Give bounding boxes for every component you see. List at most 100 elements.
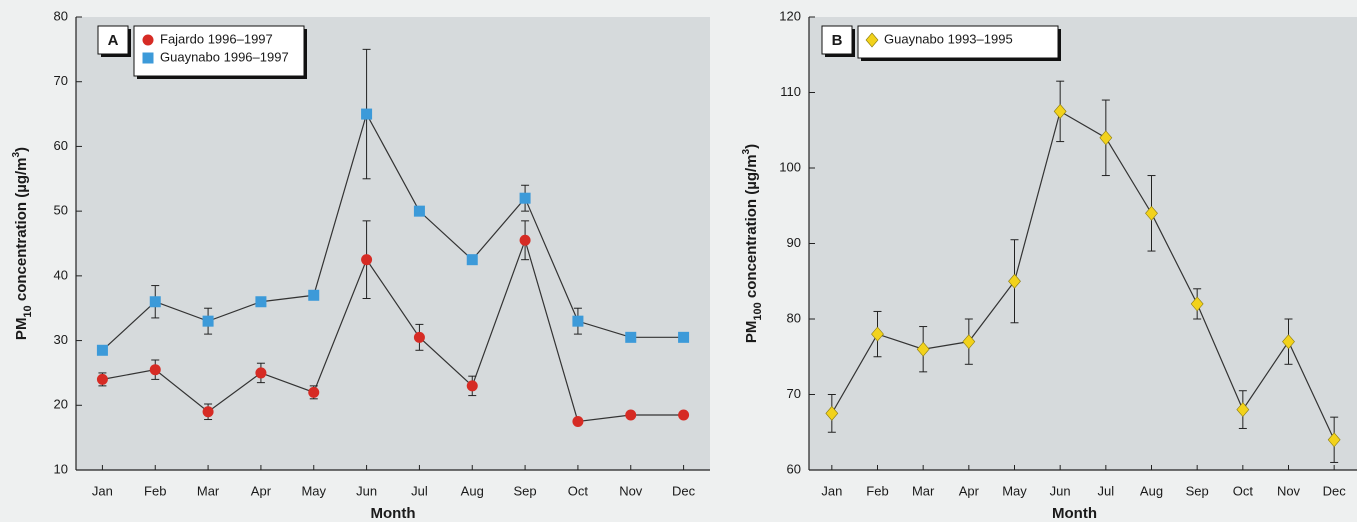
marker (1145, 205, 1158, 221)
marker (149, 364, 161, 376)
y-tick-label: 60 (787, 461, 801, 476)
marker (96, 344, 108, 356)
panel-label-box (821, 25, 853, 55)
marker (519, 234, 531, 246)
y-tick-label: 60 (54, 138, 68, 153)
x-tick-label: Dec (1323, 483, 1347, 498)
marker (1327, 432, 1341, 448)
y-axis-label-part: concentration (µg/m (743, 154, 760, 302)
y-tick-label: 120 (779, 8, 801, 23)
marker (308, 386, 320, 398)
marker (361, 108, 373, 120)
x-tick-label: Oct (1233, 483, 1254, 498)
y-tick-label: 40 (54, 267, 68, 282)
marker (202, 406, 214, 418)
marker (916, 341, 930, 357)
y-tick-label: 70 (787, 386, 801, 401)
x-tick-label: May (1002, 483, 1027, 498)
marker (466, 254, 478, 266)
marker (466, 380, 478, 392)
panel-label: B (832, 32, 843, 49)
y-axis-label-part: ) (13, 147, 30, 152)
x-tick-label: Nov (1277, 483, 1301, 498)
x-tick-label: Jul (1098, 483, 1115, 498)
x-tick-label: Jun (1050, 483, 1071, 498)
marker (625, 409, 637, 421)
y-tick-label: 90 (787, 235, 801, 250)
y-axis-label-part: PM (13, 318, 30, 341)
x-tick-label: Mar (912, 483, 935, 498)
x-tick-label: Aug (461, 483, 484, 498)
marker (572, 315, 584, 327)
marker (1236, 402, 1250, 418)
x-tick-label: Apr (251, 483, 272, 498)
plot-background (809, 17, 1357, 470)
panel-label-box (97, 25, 129, 55)
marker (255, 367, 267, 379)
x-tick-label: Oct (568, 483, 589, 498)
y-tick-label: 80 (54, 8, 68, 23)
x-axis-label: Month (371, 505, 416, 522)
y-tick-label: 70 (54, 73, 68, 88)
y-tick-label: 10 (54, 461, 68, 476)
x-axis-label: Month (1052, 505, 1097, 522)
x-tick-label: Jan (92, 483, 113, 498)
y-tick-label: 80 (787, 310, 801, 325)
series-line (102, 238, 684, 423)
y-tick-label: 20 (54, 397, 68, 412)
marker (202, 315, 214, 327)
legend-marker (142, 52, 154, 64)
marker (1190, 296, 1204, 312)
x-tick-label: Apr (959, 483, 980, 498)
legend-marker (865, 32, 879, 48)
marker (361, 254, 373, 266)
marker (678, 331, 690, 343)
y-axis-label-part: concentration (µg/m (13, 157, 30, 305)
marker (255, 296, 267, 308)
y-axis-label-part: 3 (11, 151, 22, 157)
marker (572, 415, 584, 427)
marker (625, 331, 637, 343)
marker (871, 326, 884, 342)
x-tick-label: Sep (514, 483, 537, 498)
marker (413, 205, 425, 217)
y-axis-label-part: PM (743, 321, 760, 344)
x-tick-label: Aug (1140, 483, 1163, 498)
legend-label: Guaynabo 1996–1997 (160, 49, 289, 64)
marker (1282, 334, 1295, 350)
marker (1099, 130, 1113, 146)
marker (962, 334, 976, 350)
y-axis-label-part: ) (743, 144, 760, 149)
marker (1053, 103, 1067, 119)
y-tick-label: 30 (54, 332, 68, 347)
y-tick-label: 100 (779, 159, 801, 174)
legend-marker (142, 34, 154, 46)
x-tick-label: Jul (411, 483, 428, 498)
marker (1008, 273, 1021, 289)
series-line (831, 110, 1335, 441)
y-tick-label: 50 (54, 203, 68, 218)
y-tick-label: 110 (780, 84, 801, 99)
x-tick-label: May (301, 483, 326, 498)
legend-box (857, 25, 1059, 59)
series-line (102, 112, 684, 351)
y-axis-label-part: 10 (22, 305, 34, 317)
plot-background (76, 17, 710, 470)
legend-box (133, 25, 305, 77)
x-tick-label: Feb (144, 483, 166, 498)
panel-label: A (108, 32, 119, 49)
legend-label: Guaynabo 1993–1995 (884, 31, 1013, 46)
marker (678, 409, 690, 421)
x-tick-label: Feb (866, 483, 888, 498)
x-tick-label: Sep (1186, 483, 1209, 498)
x-tick-label: Jan (821, 483, 842, 498)
x-tick-label: Dec (672, 483, 696, 498)
marker (825, 405, 839, 421)
y-axis-label: PM10 concentration (µg/m3) (11, 147, 34, 340)
marker (413, 331, 425, 343)
y-axis-label-part: 100 (752, 302, 764, 320)
marker (519, 192, 531, 204)
marker (308, 289, 320, 301)
y-axis-label-part: 3 (741, 148, 752, 154)
